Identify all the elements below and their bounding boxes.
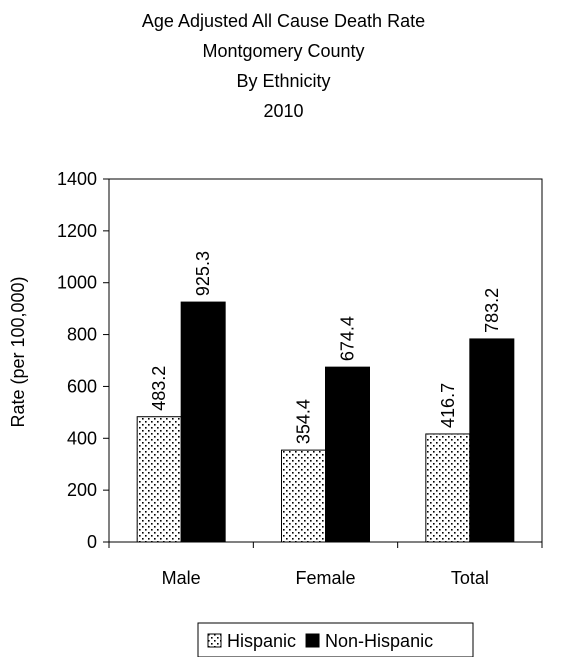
bar-hispanic-female xyxy=(281,449,326,543)
y-tick-label: 1200 xyxy=(57,221,97,241)
legend-swatch-hispanic xyxy=(207,633,222,648)
data-label: 354.4 xyxy=(294,399,314,444)
bar-non-hispanic-total xyxy=(469,338,515,543)
bar-hispanic-male xyxy=(136,416,182,543)
x-tick-label: Female xyxy=(295,568,355,588)
y-tick-label: 400 xyxy=(67,428,97,448)
legend-label-hispanic: Hispanic xyxy=(227,631,296,651)
data-label: 674.4 xyxy=(338,316,358,361)
bar-non-hispanic-male xyxy=(180,301,226,543)
title-line-4: 2010 xyxy=(263,101,304,121)
legend-label-non-hispanic: Non-Hispanic xyxy=(325,631,433,651)
y-axis-title: Rate (per 100,000) xyxy=(8,276,28,427)
data-label: 783.2 xyxy=(482,288,502,333)
legend-swatch-non-hispanic xyxy=(305,633,320,648)
data-label: 925.3 xyxy=(193,251,213,296)
title-line-2: Montgomery County xyxy=(202,41,365,61)
y-tick-label: 600 xyxy=(67,376,97,396)
x-tick-label: Total xyxy=(451,568,489,588)
x-tick-label: Male xyxy=(162,568,201,588)
chart-title: Age Adjusted All Cause Death Rate Montgo… xyxy=(0,6,567,126)
title-line-3: By Ethnicity xyxy=(236,71,331,91)
y-tick-label: 1000 xyxy=(57,273,97,293)
y-tick-label: 800 xyxy=(67,325,97,345)
data-label: 416.7 xyxy=(438,383,458,428)
y-tick-label: 0 xyxy=(87,532,97,552)
legend-box xyxy=(197,622,474,657)
bar-hispanic-total xyxy=(425,433,471,543)
bar-non-hispanic-female xyxy=(325,366,370,543)
y-tick-label: 1400 xyxy=(57,169,97,189)
title-line-1: Age Adjusted All Cause Death Rate xyxy=(141,11,426,31)
data-label: 483.2 xyxy=(149,366,169,411)
y-tick-label: 200 xyxy=(67,480,97,500)
